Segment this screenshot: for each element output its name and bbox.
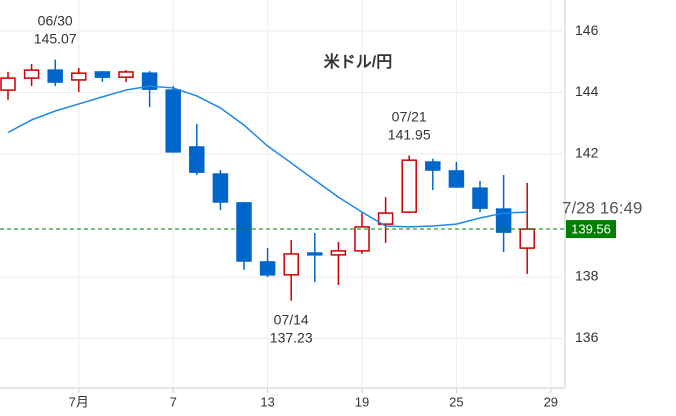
y-tick-label: 136 bbox=[575, 329, 599, 345]
candle-body bbox=[307, 252, 323, 256]
x-tick-label: 13 bbox=[260, 394, 274, 409]
last-price-box bbox=[566, 220, 616, 239]
candle-body bbox=[472, 187, 488, 209]
candle-body bbox=[236, 202, 252, 262]
x-tick-label: 7 bbox=[170, 394, 177, 409]
annotation-date: 07/21 bbox=[392, 108, 427, 124]
candle-body bbox=[189, 146, 205, 173]
annotation-value: 145.07 bbox=[34, 30, 77, 46]
candle-body bbox=[519, 228, 535, 249]
candle-body bbox=[259, 261, 276, 276]
x-tick-label: 29 bbox=[544, 394, 558, 409]
y-tick-label: 138 bbox=[575, 268, 599, 284]
candle-body bbox=[212, 173, 229, 203]
candle-body bbox=[0, 77, 16, 91]
candle-body bbox=[47, 69, 63, 83]
x-tick-label: 19 bbox=[355, 394, 369, 409]
candle-body bbox=[377, 212, 394, 225]
y-tick-label: 144 bbox=[575, 83, 599, 99]
annotation-date: 07/14 bbox=[274, 311, 309, 327]
candle-body bbox=[71, 72, 87, 81]
candle-body bbox=[118, 71, 134, 78]
annotation-value: 141.95 bbox=[388, 126, 431, 142]
x-tick-label: 25 bbox=[449, 394, 463, 409]
chart-title: 米ドル/円 bbox=[324, 52, 392, 71]
candle-body bbox=[330, 250, 347, 256]
x-tick-label: 7月 bbox=[69, 394, 89, 409]
candle-body bbox=[283, 253, 299, 276]
candle-body bbox=[401, 159, 417, 213]
candle-body bbox=[448, 170, 465, 188]
candle-body bbox=[23, 69, 40, 79]
candle-body bbox=[94, 71, 111, 78]
annotation-date: 06/30 bbox=[38, 12, 73, 28]
moving-average-line bbox=[7, 85, 528, 228]
candle-body bbox=[495, 208, 512, 233]
annotation-value: 137.23 bbox=[270, 329, 313, 345]
candle-body bbox=[425, 161, 441, 171]
plot-area bbox=[0, 0, 565, 388]
y-tick-label: 142 bbox=[575, 145, 599, 161]
candle-body bbox=[354, 226, 370, 252]
timestamp: 7/28 16:49 bbox=[562, 199, 642, 218]
y-tick-label: 146 bbox=[575, 22, 599, 38]
candle-body bbox=[165, 89, 181, 153]
candle-body bbox=[141, 72, 158, 90]
last-price-label: 139.56 bbox=[571, 221, 611, 236]
